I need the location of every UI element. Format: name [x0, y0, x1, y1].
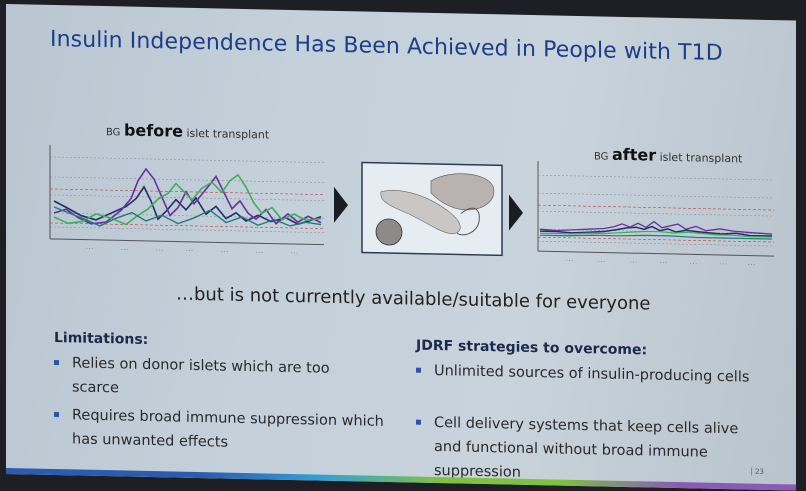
before-x-axis [50, 238, 324, 246]
svg-text:- - -: - - - [598, 258, 605, 263]
portal-vein [456, 207, 480, 236]
liver-shape [430, 173, 495, 211]
islet-cluster [375, 218, 403, 246]
svg-text:- - -: - - - [748, 262, 755, 267]
svg-text:- - -: - - - [221, 249, 228, 254]
svg-text:- - -: - - - [186, 248, 193, 253]
strategy-item-1: Unlimited sources of insulin-producing c… [416, 359, 774, 390]
svg-text:- - -: - - - [156, 247, 163, 252]
svg-text:- - -: - - - [720, 261, 727, 266]
pancreas-shape [380, 190, 461, 234]
svg-text:- - -: - - - [291, 250, 298, 255]
pancreas-liver-diagram [361, 161, 503, 257]
presentation-slide: Insulin Independence Has Been Achieved i… [6, 4, 796, 491]
before-series-purple [53, 167, 322, 225]
bullet-square-icon [54, 360, 59, 366]
limitation-item-1: Relies on donor islets which are too sca… [54, 351, 332, 404]
before-x-tick-labels: - - -- - -- - - - - -- - -- - -- - - [86, 246, 298, 255]
after-series-green [540, 230, 772, 238]
limitations-heading: Limitations: [54, 330, 149, 348]
after-x-tick-labels: - - -- - -- - - - - -- - -- - -- - - [566, 258, 755, 267]
right-arrow-icon [334, 186, 348, 223]
limitation-item-2: Requires broad immune suppression which … [54, 403, 412, 458]
slide-tagline: …but is not currently available/suitable… [176, 283, 651, 315]
svg-text:- - -: - - - [86, 246, 93, 251]
svg-text:- - -: - - - [121, 246, 128, 251]
after-glucose-chart: - - -- - -- - - - - -- - -- - -- - - [537, 161, 774, 267]
svg-text:- - -: - - - [566, 258, 573, 263]
before-target-line-high [50, 188, 324, 195]
strategies-heading: JDRF strategies to overcome: [416, 337, 648, 359]
before-glucose-chart: - - -- - -- - - - - -- - -- - -- - - [49, 144, 324, 255]
before-caption-prefix: BG [106, 127, 121, 139]
svg-text:- - -: - - - [690, 260, 697, 265]
bullet-square-icon [416, 419, 421, 425]
after-series-purple [539, 220, 773, 235]
limitation-item-2-text: Requires broad immune suppression which … [72, 407, 384, 451]
after-series-teal [540, 234, 772, 240]
bullet-square-icon [54, 412, 59, 418]
before-series-navy [53, 185, 322, 225]
slide-title: Insulin Independence Has Been Achieved i… [50, 26, 723, 67]
after-x-axis [538, 250, 774, 257]
strategy-item-1-text: Unlimited sources of insulin-producing c… [434, 362, 750, 386]
after-target-line-low [538, 236, 774, 243]
limitation-item-1-text: Relies on donor islets which are too sca… [72, 355, 330, 397]
strategy-item-2-text: Cell delivery systems that keep cells al… [434, 414, 739, 481]
page-number: 23 [751, 467, 764, 476]
svg-text:- - -: - - - [660, 260, 667, 265]
after-series-navy [540, 225, 772, 237]
right-arrow-icon-2 [509, 194, 523, 231]
bullet-square-icon [416, 367, 421, 373]
svg-text:- - -: - - - [256, 249, 263, 254]
svg-text:- - -: - - - [630, 259, 637, 264]
after-target-line-high [538, 204, 774, 211]
before-series-teal [53, 206, 322, 227]
